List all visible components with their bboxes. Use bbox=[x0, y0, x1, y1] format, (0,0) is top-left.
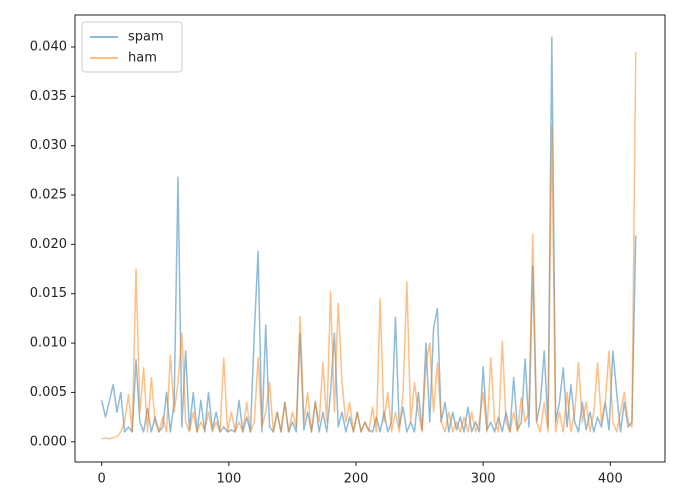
x-tick-label: 100 bbox=[216, 472, 241, 487]
legend-label: spam bbox=[128, 30, 164, 45]
y-tick-label: 0.000 bbox=[30, 434, 67, 449]
legend-label: ham bbox=[128, 51, 157, 66]
x-tick-label: 200 bbox=[344, 472, 369, 487]
y-tick-label: 0.005 bbox=[30, 385, 67, 400]
x-tick-label: 0 bbox=[98, 472, 106, 487]
y-tick-label: 0.015 bbox=[30, 286, 67, 301]
series-line bbox=[101, 51, 637, 440]
x-tick-label: 300 bbox=[471, 472, 496, 487]
y-tick-label: 0.020 bbox=[30, 237, 67, 252]
y-tick-label: 0.035 bbox=[30, 89, 67, 104]
plot-frame bbox=[74, 14, 666, 463]
legend-box bbox=[81, 21, 183, 73]
x-tick-label: 400 bbox=[598, 472, 623, 487]
y-tick-label: 0.030 bbox=[30, 138, 67, 153]
y-tick-label: 0.040 bbox=[30, 39, 67, 54]
y-tick-label: 0.025 bbox=[30, 188, 67, 203]
y-tick-label: 0.010 bbox=[30, 336, 67, 351]
